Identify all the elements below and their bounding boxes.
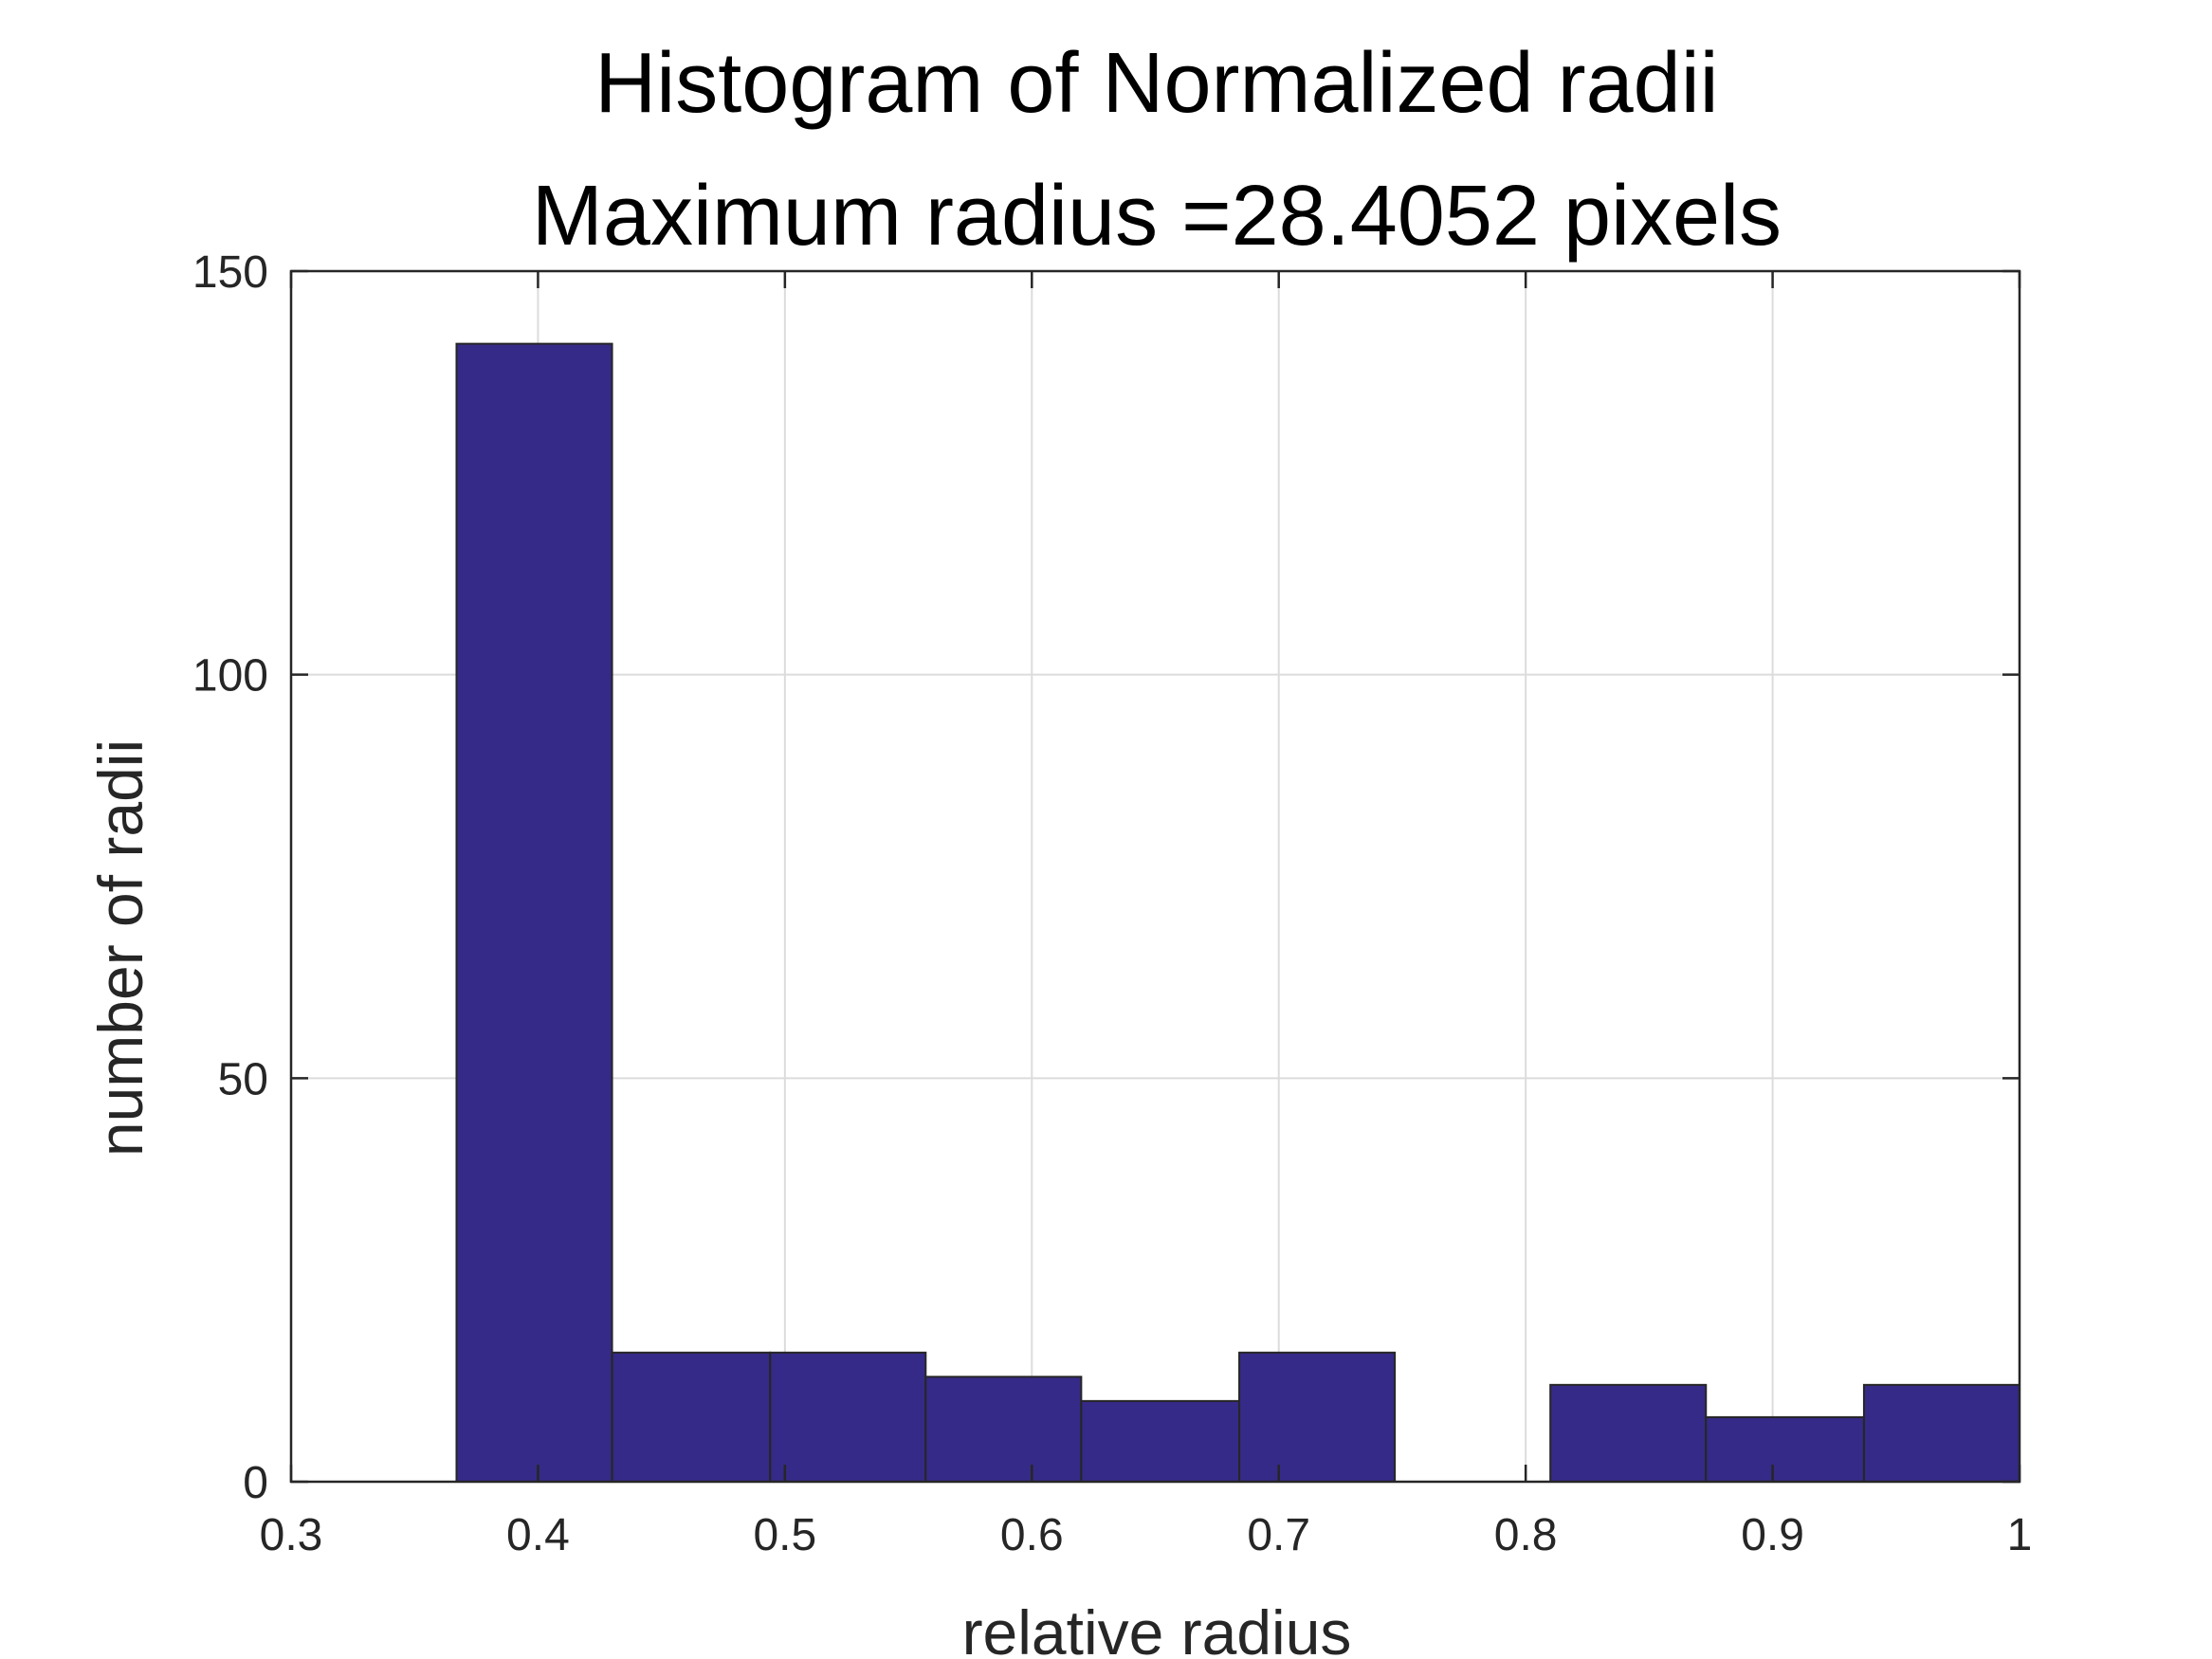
axes xyxy=(289,269,2021,1484)
x-tick-label: 0.8 xyxy=(1494,1510,1558,1560)
bars xyxy=(455,342,2021,1484)
y-tick-label: 0 xyxy=(243,1458,268,1508)
histogram-bar xyxy=(1705,1415,1865,1483)
x-tick-label: 0.6 xyxy=(1000,1510,1064,1560)
histogram-bar xyxy=(455,342,613,1483)
chart-title: Histogram of Normalized radii xyxy=(594,36,1718,131)
x-axis-label: relative radius xyxy=(962,1597,1352,1659)
x-tick-label: 0.9 xyxy=(1741,1510,1804,1560)
x-tick-label: 1 xyxy=(2007,1510,2033,1560)
x-tick-label: 0.7 xyxy=(1247,1510,1310,1560)
y-tick-label: 150 xyxy=(192,247,268,298)
x-tick-label: 0.4 xyxy=(506,1510,570,1560)
x-tick-label: 0.5 xyxy=(753,1510,816,1560)
histogram-bar xyxy=(1862,1383,2021,1483)
histogram-bar xyxy=(769,1351,927,1483)
y-tick-labels: 0 50 100 150 xyxy=(192,247,268,1508)
histogram-bar xyxy=(924,1376,1083,1483)
y-axis-label: number of radii xyxy=(85,739,155,1157)
histogram-bar xyxy=(1080,1399,1241,1484)
x-tick-labels: 0.3 0.4 0.5 0.6 0.7 0.8 0.9 1 xyxy=(260,1510,2033,1560)
histogram-bar xyxy=(1238,1351,1397,1483)
chart-subtitle: Maximum radius =28.4052 pixels xyxy=(532,169,1782,264)
histogram-bar xyxy=(611,1351,772,1483)
y-tick-label: 100 xyxy=(192,651,268,702)
histogram-bar xyxy=(1549,1383,1708,1483)
x-tick-label: 0.3 xyxy=(260,1510,323,1560)
y-tick-label: 50 xyxy=(218,1054,268,1104)
axes-frame xyxy=(289,269,2021,1484)
